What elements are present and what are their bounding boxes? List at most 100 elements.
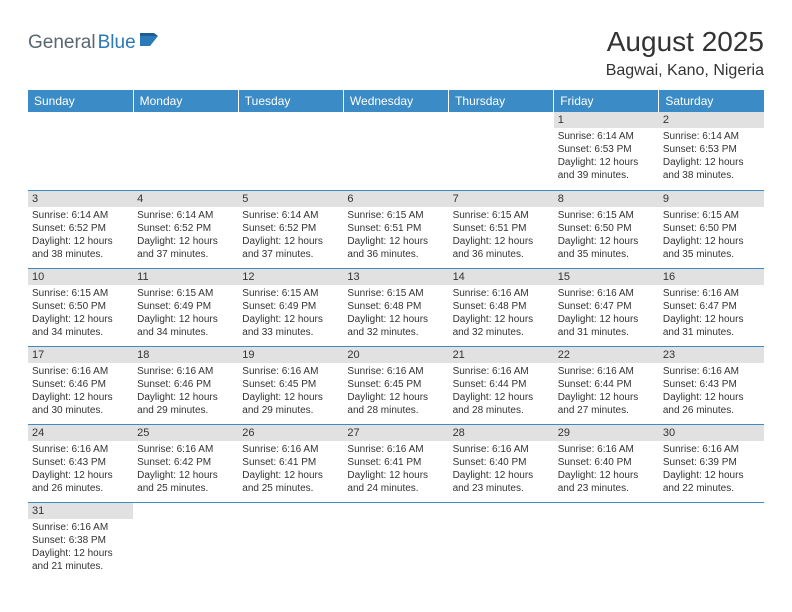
day-content: Sunrise: 6:15 AMSunset: 6:49 PMDaylight:… [238,285,343,343]
sunrise-text: Sunrise: 6:15 AM [347,209,444,222]
sunset-text: Sunset: 6:49 PM [137,300,234,313]
sunset-text: Sunset: 6:51 PM [347,222,444,235]
day-number: 26 [238,425,343,441]
calendar-day-cell [343,112,448,190]
calendar-day-cell [659,502,764,580]
day-number: 11 [133,269,238,285]
day-content: Sunrise: 6:15 AMSunset: 6:51 PMDaylight:… [449,207,554,265]
calendar-day-cell [449,112,554,190]
calendar-week-row: 31Sunrise: 6:16 AMSunset: 6:38 PMDayligh… [28,502,764,580]
daylight-text: Daylight: 12 hours and 23 minutes. [558,469,655,495]
weekday-header: Friday [554,90,659,112]
sunset-text: Sunset: 6:52 PM [32,222,129,235]
sunset-text: Sunset: 6:41 PM [242,456,339,469]
sunset-text: Sunset: 6:50 PM [558,222,655,235]
sunrise-text: Sunrise: 6:16 AM [347,365,444,378]
sunset-text: Sunset: 6:47 PM [558,300,655,313]
day-number: 31 [28,503,133,519]
daylight-text: Daylight: 12 hours and 24 minutes. [347,469,444,495]
day-content: Sunrise: 6:16 AMSunset: 6:47 PMDaylight:… [659,285,764,343]
logo-text-blue: Blue [98,32,136,54]
daylight-text: Daylight: 12 hours and 38 minutes. [663,156,760,182]
daylight-text: Daylight: 12 hours and 26 minutes. [32,469,129,495]
weekday-header: Saturday [659,90,764,112]
daylight-text: Daylight: 12 hours and 39 minutes. [558,156,655,182]
weekday-header-row: Sunday Monday Tuesday Wednesday Thursday… [28,90,764,112]
sunset-text: Sunset: 6:46 PM [137,378,234,391]
day-content: Sunrise: 6:16 AMSunset: 6:46 PMDaylight:… [133,363,238,421]
daylight-text: Daylight: 12 hours and 38 minutes. [32,235,129,261]
logo-text-general: General [28,32,96,54]
sunrise-text: Sunrise: 6:16 AM [663,443,760,456]
day-number: 22 [554,347,659,363]
calendar-day-cell: 9Sunrise: 6:15 AMSunset: 6:50 PMDaylight… [659,190,764,268]
day-number: 7 [449,191,554,207]
calendar-day-cell: 27Sunrise: 6:16 AMSunset: 6:41 PMDayligh… [343,424,448,502]
day-number: 1 [554,112,659,128]
sunrise-text: Sunrise: 6:14 AM [137,209,234,222]
daylight-text: Daylight: 12 hours and 36 minutes. [347,235,444,261]
day-number: 10 [28,269,133,285]
day-content: Sunrise: 6:16 AMSunset: 6:46 PMDaylight:… [28,363,133,421]
calendar-day-cell: 15Sunrise: 6:16 AMSunset: 6:47 PMDayligh… [554,268,659,346]
weekday-header: Tuesday [238,90,343,112]
day-content: Sunrise: 6:14 AMSunset: 6:52 PMDaylight:… [133,207,238,265]
calendar-day-cell [554,502,659,580]
sunrise-text: Sunrise: 6:16 AM [347,443,444,456]
day-content: Sunrise: 6:16 AMSunset: 6:44 PMDaylight:… [554,363,659,421]
day-number: 28 [449,425,554,441]
day-content: Sunrise: 6:15 AMSunset: 6:50 PMDaylight:… [659,207,764,265]
calendar-day-cell: 2Sunrise: 6:14 AMSunset: 6:53 PMDaylight… [659,112,764,190]
day-number: 30 [659,425,764,441]
daylight-text: Daylight: 12 hours and 36 minutes. [453,235,550,261]
sunset-text: Sunset: 6:45 PM [347,378,444,391]
sunset-text: Sunset: 6:50 PM [32,300,129,313]
day-content: Sunrise: 6:15 AMSunset: 6:49 PMDaylight:… [133,285,238,343]
day-number: 25 [133,425,238,441]
daylight-text: Daylight: 12 hours and 35 minutes. [663,235,760,261]
calendar-day-cell: 14Sunrise: 6:16 AMSunset: 6:48 PMDayligh… [449,268,554,346]
sunset-text: Sunset: 6:52 PM [137,222,234,235]
sunrise-text: Sunrise: 6:16 AM [137,365,234,378]
day-number: 29 [554,425,659,441]
sunset-text: Sunset: 6:39 PM [663,456,760,469]
day-content: Sunrise: 6:16 AMSunset: 6:45 PMDaylight:… [238,363,343,421]
sunrise-text: Sunrise: 6:16 AM [453,365,550,378]
calendar-day-cell: 24Sunrise: 6:16 AMSunset: 6:43 PMDayligh… [28,424,133,502]
calendar-day-cell: 26Sunrise: 6:16 AMSunset: 6:41 PMDayligh… [238,424,343,502]
daylight-text: Daylight: 12 hours and 37 minutes. [137,235,234,261]
weekday-header: Thursday [449,90,554,112]
day-content: Sunrise: 6:16 AMSunset: 6:44 PMDaylight:… [449,363,554,421]
sunset-text: Sunset: 6:41 PM [347,456,444,469]
flag-icon [140,33,162,52]
sunset-text: Sunset: 6:43 PM [32,456,129,469]
calendar-day-cell: 31Sunrise: 6:16 AMSunset: 6:38 PMDayligh… [28,502,133,580]
day-number: 17 [28,347,133,363]
day-number: 15 [554,269,659,285]
sunrise-text: Sunrise: 6:15 AM [32,287,129,300]
day-number: 13 [343,269,448,285]
calendar-day-cell [28,112,133,190]
calendar-day-cell [238,112,343,190]
day-number: 19 [238,347,343,363]
day-number: 12 [238,269,343,285]
day-number: 8 [554,191,659,207]
sunrise-text: Sunrise: 6:16 AM [558,443,655,456]
sunrise-text: Sunrise: 6:15 AM [558,209,655,222]
day-content: Sunrise: 6:14 AMSunset: 6:53 PMDaylight:… [554,128,659,186]
calendar-day-cell: 18Sunrise: 6:16 AMSunset: 6:46 PMDayligh… [133,346,238,424]
day-content: Sunrise: 6:16 AMSunset: 6:42 PMDaylight:… [133,441,238,499]
daylight-text: Daylight: 12 hours and 35 minutes. [558,235,655,261]
weekday-header: Sunday [28,90,133,112]
day-number: 18 [133,347,238,363]
logo: GeneralBlue [28,32,162,54]
day-number: 6 [343,191,448,207]
sunrise-text: Sunrise: 6:16 AM [137,443,234,456]
daylight-text: Daylight: 12 hours and 32 minutes. [453,313,550,339]
sunrise-text: Sunrise: 6:15 AM [347,287,444,300]
header: GeneralBlue August 2025 Bagwai, Kano, Ni… [28,26,764,80]
daylight-text: Daylight: 12 hours and 28 minutes. [453,391,550,417]
day-number: 16 [659,269,764,285]
calendar-day-cell: 11Sunrise: 6:15 AMSunset: 6:49 PMDayligh… [133,268,238,346]
calendar-day-cell: 8 Sunrise: 6:15 AMSunset: 6:50 PMDaylight… [554,190,659,268]
